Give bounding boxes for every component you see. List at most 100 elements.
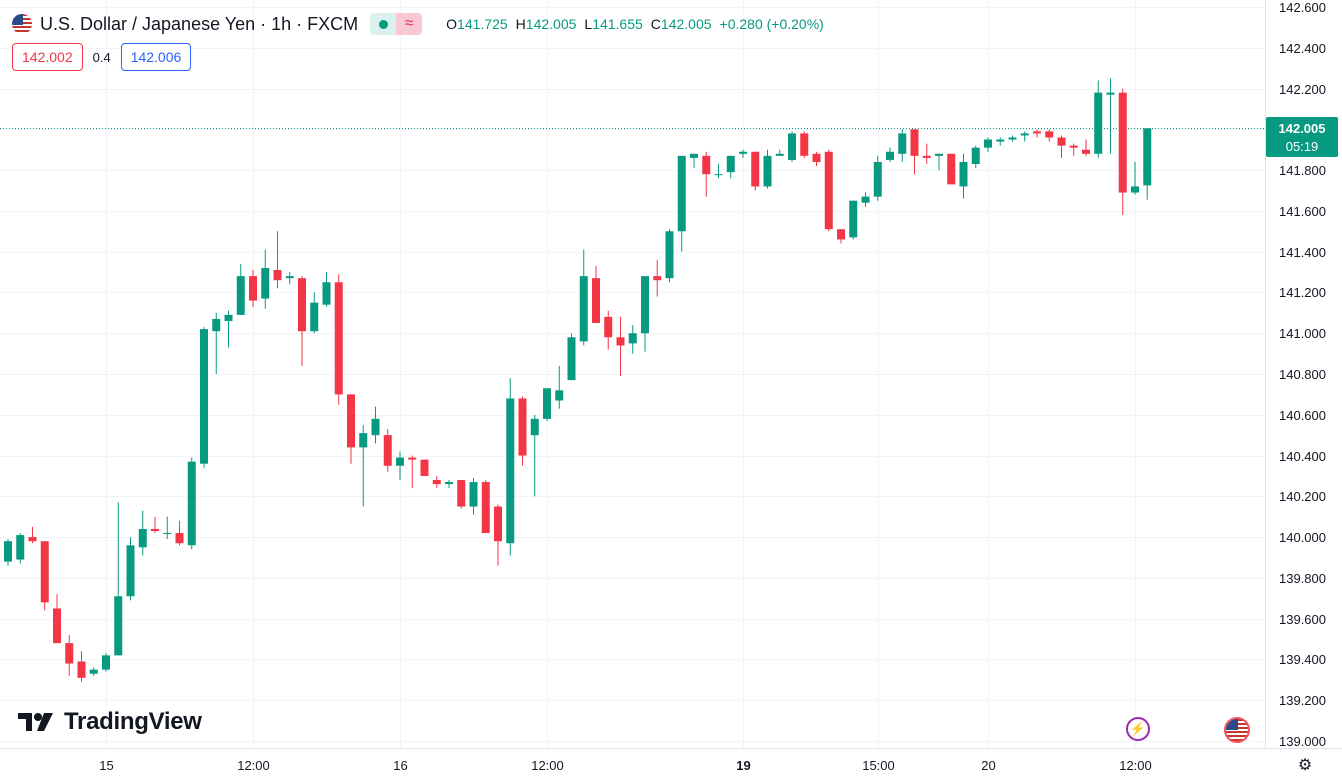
candle[interactable] [922, 143, 931, 164]
candle[interactable] [89, 667, 98, 676]
candle[interactable] [1045, 129, 1054, 142]
candle[interactable] [175, 520, 184, 546]
candle[interactable] [126, 537, 135, 601]
candle[interactable] [714, 163, 723, 179]
candle[interactable] [898, 129, 907, 162]
bolt-icon[interactable]: ⚡ [1126, 717, 1150, 741]
candle[interactable] [114, 502, 123, 656]
candle[interactable] [641, 276, 649, 352]
candle[interactable] [886, 147, 894, 162]
tradingview-logo[interactable]: TradingView [18, 708, 202, 736]
market-status[interactable]: ≈ [370, 13, 423, 35]
candle[interactable] [677, 155, 686, 252]
candle[interactable] [40, 541, 49, 611]
candle[interactable] [432, 475, 441, 489]
candle[interactable] [273, 231, 282, 289]
settings-icon[interactable]: ⚙ [1297, 757, 1313, 774]
candle[interactable] [334, 274, 343, 405]
candle[interactable] [726, 155, 735, 179]
candle[interactable] [481, 480, 490, 534]
candle[interactable] [947, 153, 956, 185]
candle[interactable] [212, 312, 221, 374]
buy-price-button[interactable]: 142.006 [120, 43, 192, 71]
candle[interactable] [1143, 128, 1152, 200]
candle[interactable] [873, 155, 882, 201]
candle[interactable] [518, 396, 527, 466]
candle[interactable] [77, 651, 86, 682]
sell-price-button[interactable]: 142.002 [12, 43, 83, 71]
candle[interactable] [837, 229, 845, 244]
candle[interactable] [628, 325, 637, 354]
candle[interactable] [996, 137, 1005, 146]
candle[interactable] [200, 327, 208, 468]
candle[interactable] [1033, 129, 1041, 138]
candle[interactable] [824, 149, 833, 232]
candle[interactable] [1106, 78, 1115, 154]
candle[interactable] [420, 459, 429, 476]
candle[interactable] [187, 457, 196, 550]
candle[interactable] [53, 594, 61, 644]
candle[interactable] [935, 153, 943, 171]
candle[interactable] [322, 272, 331, 307]
candle[interactable] [138, 510, 147, 556]
candle[interactable] [298, 276, 306, 366]
candle[interactable] [1094, 80, 1103, 158]
candle[interactable] [1057, 135, 1066, 158]
candle[interactable] [616, 316, 625, 377]
candle[interactable] [849, 200, 858, 240]
candle[interactable] [702, 151, 711, 197]
candle[interactable] [739, 149, 747, 158]
candle[interactable] [4, 539, 12, 566]
candle[interactable] [1020, 131, 1029, 142]
candle[interactable] [861, 192, 870, 207]
candle[interactable] [151, 516, 159, 534]
candle[interactable] [763, 149, 772, 189]
candle[interactable] [359, 424, 368, 507]
candle[interactable] [236, 263, 245, 315]
candle[interactable] [665, 229, 674, 283]
candle[interactable] [775, 149, 784, 156]
candle[interactable] [971, 145, 980, 169]
candle[interactable] [347, 394, 355, 464]
candle[interactable] [543, 388, 551, 421]
candle[interactable] [16, 533, 25, 564]
candle[interactable] [910, 129, 919, 175]
candle[interactable] [249, 270, 257, 307]
candle[interactable] [457, 480, 466, 509]
candle[interactable] [604, 310, 613, 350]
candle[interactable] [1118, 88, 1127, 215]
candle[interactable] [28, 526, 37, 544]
candle[interactable] [261, 249, 270, 309]
candle[interactable] [1131, 161, 1139, 195]
candle[interactable] [567, 333, 576, 381]
candle[interactable] [494, 504, 502, 566]
candle[interactable] [579, 249, 588, 346]
candle[interactable] [1069, 143, 1078, 156]
candle[interactable] [396, 451, 404, 481]
candle[interactable] [592, 265, 600, 324]
candle[interactable] [285, 272, 294, 285]
candle[interactable] [224, 310, 233, 348]
candle[interactable] [506, 378, 515, 556]
candle[interactable] [163, 516, 172, 540]
candle[interactable] [555, 365, 564, 409]
symbol-title[interactable]: U.S. Dollar / Japanese Yen · 1h · FXCM [40, 13, 359, 34]
candle[interactable] [408, 455, 417, 489]
candle[interactable] [788, 131, 796, 162]
candle[interactable] [984, 137, 992, 152]
candle[interactable] [959, 153, 968, 199]
candle[interactable] [445, 480, 453, 489]
candle[interactable] [1082, 139, 1090, 156]
candle[interactable] [690, 153, 698, 169]
candle[interactable] [812, 151, 821, 167]
candle[interactable] [102, 653, 110, 672]
candle[interactable] [371, 406, 380, 444]
candle[interactable] [751, 151, 760, 191]
candle[interactable] [469, 477, 478, 515]
candle[interactable] [653, 259, 662, 297]
candle[interactable] [800, 131, 809, 158]
candle[interactable] [383, 429, 392, 472]
candle[interactable] [310, 292, 319, 334]
us-flag-icon[interactable] [1224, 717, 1250, 743]
